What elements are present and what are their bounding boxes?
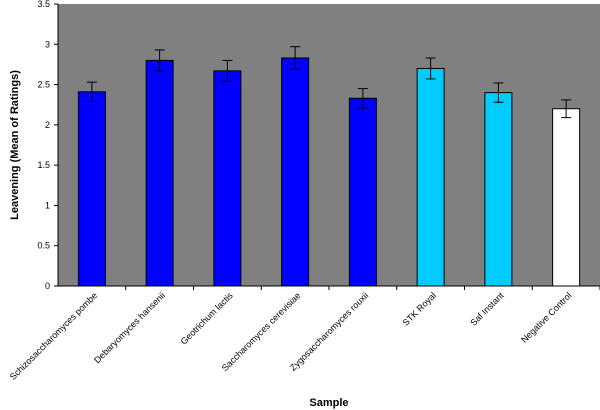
y-axis-ticks: 0 0.5 1 1.5 2 2.5 3 3.5 bbox=[37, 0, 58, 291]
x-tick-label: Saccharomyces cerevisiae bbox=[220, 290, 303, 373]
x-tick-label: Saf Instant bbox=[468, 290, 506, 328]
bar bbox=[552, 108, 581, 287]
y-tick-label: 3.5 bbox=[37, 0, 50, 9]
x-tick-label: STK Royal bbox=[401, 290, 438, 327]
bar bbox=[145, 59, 174, 287]
y-tick-label: 1 bbox=[45, 200, 50, 210]
y-tick-label: 0 bbox=[45, 281, 50, 291]
plot-area bbox=[58, 4, 600, 286]
y-tick-label: 1.5 bbox=[37, 160, 50, 170]
y-tick-label: 0.5 bbox=[37, 241, 50, 251]
x-tick-label: Negative Control bbox=[519, 290, 573, 344]
x-tick-label: Schizosaccharomyces pombe bbox=[8, 290, 100, 382]
x-tick-label: Debaryomyces hansenii bbox=[92, 290, 167, 365]
y-tick-label: 3 bbox=[45, 39, 50, 49]
bar bbox=[77, 91, 106, 287]
y-tick-label: 2.5 bbox=[37, 80, 50, 90]
x-tick-label: Geotrichum lactis bbox=[179, 290, 236, 347]
x-tick-label: Zygosaccharomyces rouxii bbox=[288, 290, 370, 372]
bar bbox=[416, 67, 445, 287]
x-axis-title: Sample bbox=[309, 397, 348, 409]
y-tick-label: 2 bbox=[45, 120, 50, 130]
bar bbox=[281, 57, 310, 287]
y-axis-title: Leavening (Mean of Ratings) bbox=[9, 70, 21, 220]
bars bbox=[77, 46, 581, 287]
bar bbox=[213, 70, 242, 287]
bar bbox=[484, 92, 513, 287]
bar bbox=[348, 97, 377, 287]
